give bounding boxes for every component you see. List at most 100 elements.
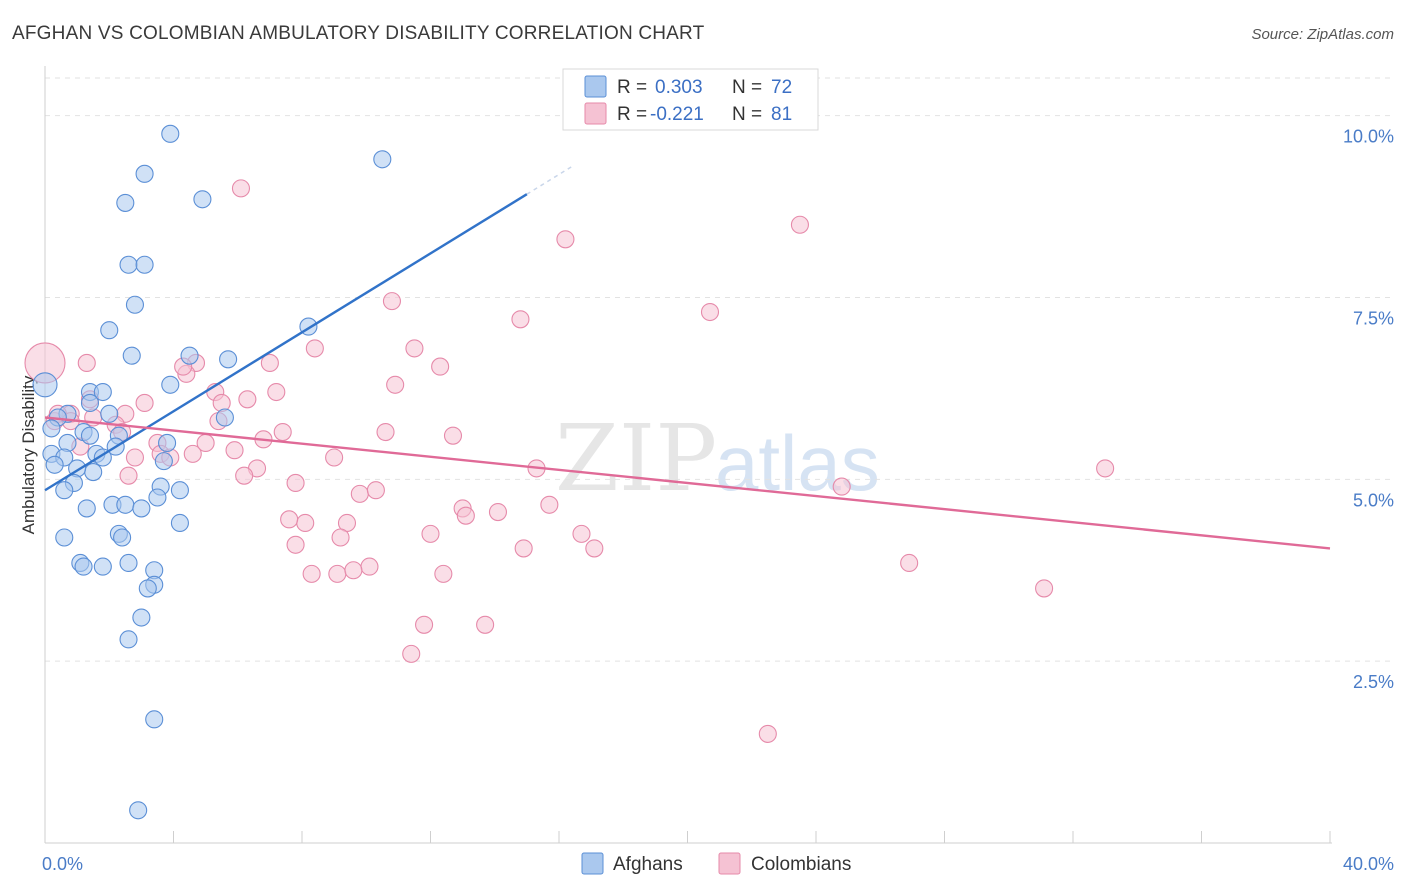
data-point-afghans xyxy=(93,557,112,576)
data-point-colombians xyxy=(183,444,202,463)
data-point-afghans xyxy=(145,710,164,729)
data-point-afghans xyxy=(161,375,180,394)
data-point-colombians xyxy=(488,503,508,522)
data-point-colombians xyxy=(514,539,533,558)
legend-n-label-colombians: N = xyxy=(732,104,762,125)
data-point-afghans xyxy=(42,419,61,438)
legend-n-value-afghans: 72 xyxy=(771,77,792,98)
data-point-afghans xyxy=(148,488,167,507)
data-point-afghans xyxy=(80,426,100,445)
data-point-colombians xyxy=(443,426,463,445)
data-point-afghans xyxy=(170,481,189,500)
gridlines xyxy=(45,77,1394,662)
x-tick-label-min: 0.0% xyxy=(42,854,83,874)
series-legend: Afghans Colombians xyxy=(581,852,851,875)
watermark: ZIP atlas xyxy=(555,405,880,512)
y-tick-label: 5.0% xyxy=(1353,490,1394,510)
data-point-colombians xyxy=(585,539,604,558)
data-point-colombians xyxy=(405,339,424,358)
data-point-colombians xyxy=(331,528,350,547)
data-point-colombians xyxy=(758,724,777,743)
data-point-colombians xyxy=(1035,579,1054,598)
data-point-afghans xyxy=(116,193,135,212)
watermark-atlas: atlas xyxy=(715,419,880,507)
data-point-colombians xyxy=(556,230,575,249)
data-point-afghans xyxy=(125,295,144,314)
data-point-colombians xyxy=(382,292,402,311)
x-tick-label-max: 40.0% xyxy=(1343,854,1394,874)
data-point-afghans xyxy=(93,382,112,402)
legend-r-label-afghans: R = xyxy=(617,77,647,98)
data-point-colombians xyxy=(421,524,440,543)
data-point-colombians xyxy=(386,375,405,394)
data-point-colombians xyxy=(235,466,254,485)
data-point-afghans xyxy=(122,346,141,365)
data-point-colombians xyxy=(231,179,251,198)
data-point-afghans xyxy=(84,462,103,482)
data-point-colombians xyxy=(344,561,363,580)
data-point-colombians xyxy=(415,615,434,634)
data-point-afghans xyxy=(119,630,138,649)
trend-line-colombians xyxy=(44,416,1331,550)
data-point-colombians xyxy=(360,557,379,576)
correlation-legend: R = 0.303 N = 72 R = -0.221 N = 81 xyxy=(562,68,819,131)
data-point-afghans xyxy=(74,557,93,576)
data-point-colombians xyxy=(325,448,344,467)
legend-r-label-colombians: R = xyxy=(617,104,647,125)
data-point-afghans xyxy=(132,499,151,518)
legend-n-label-afghans: N = xyxy=(732,77,762,98)
chart-title: AFGHAN VS COLOMBIAN AMBULATORY DISABILIT… xyxy=(12,23,705,44)
data-point-colombians xyxy=(350,484,369,503)
bottom-legend-label-afghans: Afghans xyxy=(613,854,683,875)
data-point-afghans xyxy=(55,481,74,500)
data-point-colombians xyxy=(376,422,395,442)
data-point-afghans xyxy=(100,404,119,423)
data-point-colombians xyxy=(366,481,385,500)
data-point-afghans xyxy=(129,801,148,820)
data-point-afghans xyxy=(158,433,177,453)
data-point-colombians xyxy=(238,390,257,409)
series-afghans xyxy=(32,124,392,820)
data-point-colombians xyxy=(286,473,305,493)
data-point-colombians xyxy=(225,441,244,460)
data-point-afghans xyxy=(135,255,154,274)
data-point-afghans xyxy=(113,528,132,547)
data-point-colombians xyxy=(273,422,292,442)
data-point-colombians xyxy=(431,357,450,376)
data-point-afghans xyxy=(180,346,199,365)
data-point-afghans xyxy=(138,579,157,598)
data-point-colombians xyxy=(305,339,324,358)
data-point-colombians xyxy=(456,506,475,525)
data-point-colombians xyxy=(700,302,720,322)
legend-r-value-afghans: 0.303 xyxy=(655,77,703,98)
data-point-colombians xyxy=(572,524,591,543)
data-point-afghans xyxy=(215,408,234,427)
data-point-colombians xyxy=(511,310,530,329)
data-point-colombians xyxy=(476,615,495,634)
data-point-afghans xyxy=(170,513,189,533)
data-point-colombians xyxy=(832,477,851,496)
data-point-afghans xyxy=(80,393,100,412)
trend-line-afghans xyxy=(44,193,528,492)
y-axis-label: Ambulatory Disability xyxy=(19,375,38,534)
data-point-afghans xyxy=(219,350,238,369)
data-point-colombians xyxy=(135,393,154,412)
bottom-legend-swatch-colombians xyxy=(718,852,741,875)
data-point-colombians xyxy=(1096,459,1115,478)
legend-r-value-colombians: -0.221 xyxy=(650,104,704,125)
data-point-colombians xyxy=(302,564,321,583)
legend-n-value-colombians: 81 xyxy=(771,104,792,125)
data-point-colombians xyxy=(267,382,286,402)
data-point-afghans xyxy=(55,528,74,547)
chart-source: Source: ZipAtlas.com xyxy=(1251,26,1394,43)
data-point-colombians xyxy=(434,564,453,583)
data-point-colombians xyxy=(540,495,559,514)
data-point-afghans xyxy=(119,255,138,274)
data-point-afghans xyxy=(100,321,119,340)
data-point-afghans xyxy=(135,164,154,183)
trend-lines xyxy=(44,165,1331,550)
data-point-afghans xyxy=(373,150,392,169)
data-point-afghans xyxy=(161,124,180,143)
data-point-colombians xyxy=(280,510,299,529)
data-point-afghans xyxy=(77,499,96,518)
